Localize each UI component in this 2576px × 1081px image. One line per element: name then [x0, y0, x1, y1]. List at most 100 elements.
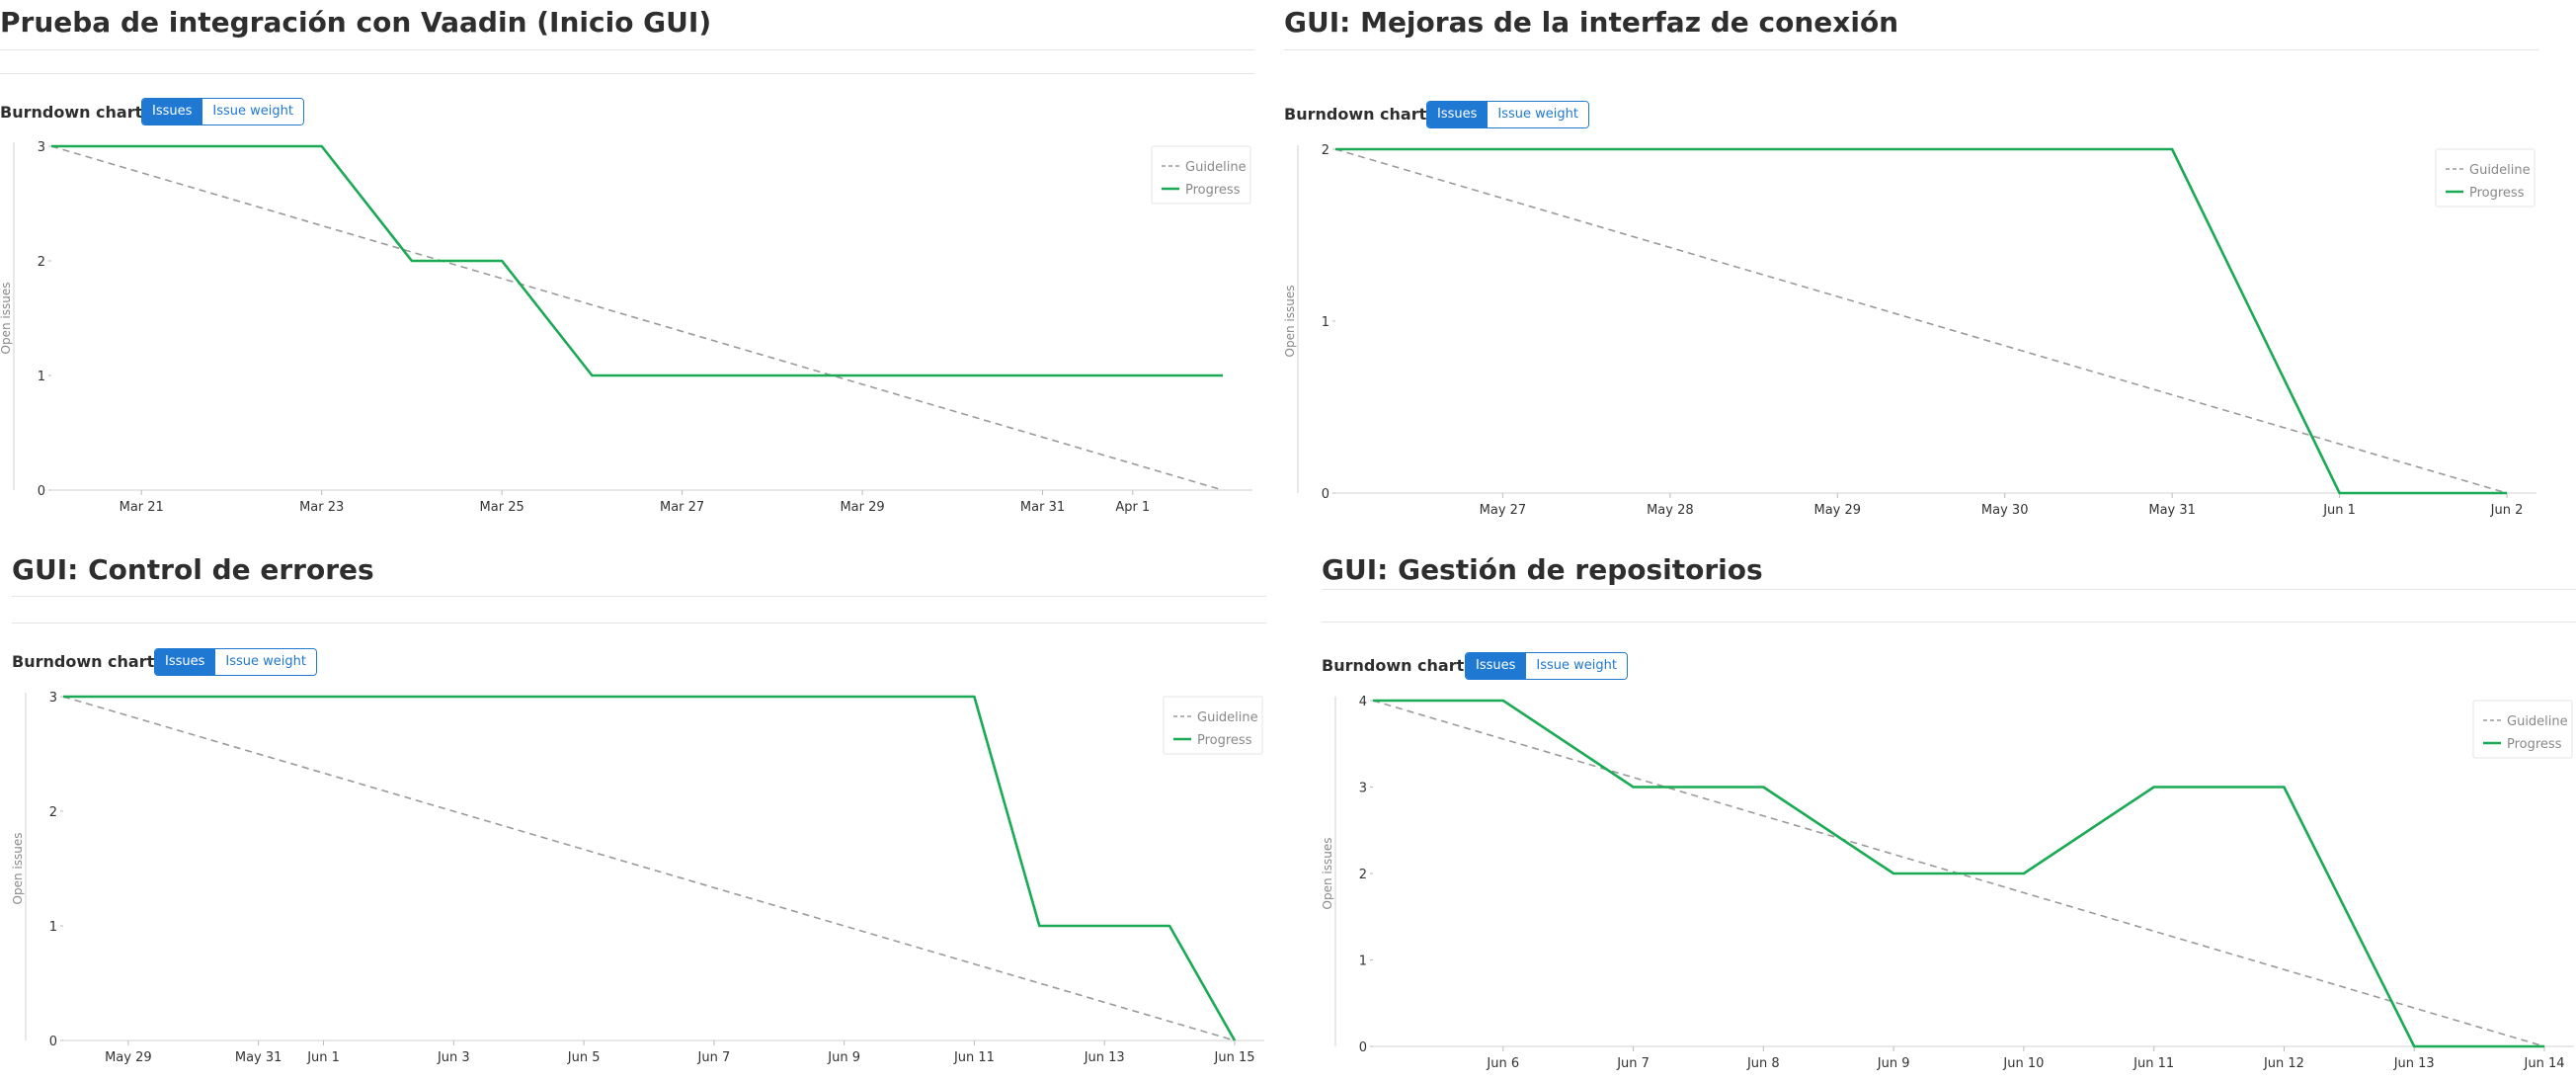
x-tick-label: Mar 31 [1020, 500, 1065, 515]
x-tick-label: Jun 1 [306, 1050, 340, 1065]
title-divider [0, 49, 1254, 50]
issues-toggle-button[interactable]: Issues [1466, 653, 1526, 679]
milestone-title: GUI: Control de errores [12, 553, 374, 586]
x-tick-label: Jun 10 [2002, 1056, 2044, 1071]
y-tick-label: 0 [49, 1035, 57, 1049]
issue-weight-toggle-button[interactable]: Issue weight [1525, 653, 1627, 679]
y-tick-label: 2 [1359, 868, 1367, 882]
guideline-series-line [1334, 148, 2508, 494]
x-tick-label: May 31 [2148, 503, 2196, 518]
legend-progress-label: Progress [2469, 186, 2525, 201]
y-tick-label: 1 [38, 370, 45, 384]
issue-weight-toggle-button[interactable]: Issue weight [201, 99, 303, 125]
y-tick-label: 1 [1359, 955, 1367, 969]
y-axis-label: Open issues [0, 283, 13, 355]
x-tick-label: Mar 21 [120, 500, 164, 515]
y-tick-label: 2 [49, 805, 57, 820]
chart-mode-toggle: Issues Issue weight [141, 98, 304, 125]
section-divider [1322, 622, 2576, 623]
progress-series-line [63, 695, 1237, 1041]
legend-progress-label: Progress [2507, 737, 2562, 752]
burndown-label: Burndown chart [12, 652, 155, 671]
y-tick-label: 0 [1322, 487, 1329, 502]
y-tick-label: 1 [49, 920, 57, 935]
x-tick-label: Mar 29 [840, 500, 884, 515]
issue-weight-toggle-button[interactable]: Issue weight [214, 649, 316, 675]
milestone-title: Prueba de integración con Vaadin (Inicio… [0, 6, 712, 39]
x-tick-label: Jun 9 [1877, 1056, 1910, 1071]
y-tick-label: 2 [1322, 143, 1329, 158]
progress-series-line [1373, 699, 2544, 1048]
issues-toggle-button[interactable]: Issues [142, 99, 202, 125]
issue-weight-toggle-button[interactable]: Issue weight [1487, 102, 1588, 127]
x-tick-label: Jun 7 [697, 1050, 731, 1065]
legend-progress-label: Progress [1185, 183, 1241, 198]
y-tick-label: 4 [1359, 695, 1367, 709]
legend-guideline-label: Guideline [2469, 163, 2531, 178]
burndown-chart: 0 1 2 3 Open issues May 29 May 31 Jun 1 Jun 3 Jun… [11, 691, 1264, 1065]
x-tick-label: Mar 25 [480, 500, 524, 515]
y-tick-label: 3 [1359, 782, 1367, 796]
x-tick-label: May 29 [105, 1050, 152, 1065]
x-tick-label: Jun 11 [953, 1050, 995, 1065]
chart-mode-toggle: Issues Issue weight [1426, 101, 1589, 128]
milestone-panel-2: GUI: Mejoras de la interfaz de conexión … [1283, 0, 2538, 534]
burndown-label: Burndown chart [1322, 656, 1465, 675]
x-tick-label: Jun 3 [437, 1050, 470, 1065]
milestone-title: GUI: Gestión de repositorios [1322, 553, 1763, 586]
burndown-chart: 0 1 2 3 4 Open issues Jun 6 Jun 7 Jun 8 Jun 9 Jun … [1321, 695, 2574, 1071]
y-axis-label: Open issues [11, 833, 25, 905]
issues-toggle-button[interactable]: Issues [1427, 102, 1488, 127]
y-tick-label: 3 [38, 140, 45, 155]
x-tick-label: Jun 13 [1084, 1050, 1125, 1065]
legend-progress-label: Progress [1197, 733, 1252, 748]
issues-toggle-button[interactable]: Issues [155, 649, 215, 675]
burndown-label: Burndown chart [0, 103, 143, 122]
milestone-panel-4: GUI: Gestión de repositorios Burndown ch… [1321, 547, 2576, 1081]
y-tick-label: 3 [49, 691, 57, 706]
guideline-series-line [62, 696, 1236, 1041]
y-tick-label: 1 [1322, 315, 1329, 330]
x-tick-label: Jun 12 [2263, 1056, 2304, 1071]
section-divider [0, 73, 1254, 74]
burndown-chart: 0 1 2 Open issues May 27 May 28 May 29 May 30 Ma… [1283, 143, 2536, 518]
legend-guideline-label: Guideline [2507, 714, 2568, 729]
title-divider [12, 596, 1266, 597]
burndown-chart: 0 1 2 3 Open issues Mar 21 Mar 23 Mar 25 Mar 27 M… [0, 140, 1252, 515]
section-divider [12, 623, 1266, 624]
title-divider [1322, 589, 2576, 590]
legend-guideline-label: Guideline [1197, 710, 1258, 725]
chart-mode-toggle: Issues Issue weight [154, 648, 317, 676]
x-tick-label: Jun 13 [2393, 1056, 2435, 1071]
x-tick-label: May 31 [235, 1050, 282, 1065]
title-divider [1284, 49, 2538, 50]
milestone-panel-3: GUI: Control de errores Burndown chart I… [11, 547, 1266, 1081]
x-tick-label: Jun 8 [1746, 1056, 1780, 1071]
x-tick-label: Mar 27 [660, 500, 704, 515]
y-tick-label: 2 [38, 255, 45, 270]
x-tick-label: May 27 [1480, 503, 1527, 518]
x-tick-label: Jun 1 [2322, 503, 2356, 518]
progress-series-line [51, 144, 1223, 377]
x-tick-label: Jun 6 [1486, 1056, 1519, 1071]
x-tick-label: May 28 [1647, 503, 1694, 518]
burndown-label: Burndown chart [1284, 105, 1427, 124]
chart-mode-toggle: Issues Issue weight [1465, 652, 1628, 680]
legend-guideline-label: Guideline [1185, 160, 1247, 175]
y-tick-label: 0 [1359, 1040, 1367, 1055]
y-tick-label: 0 [38, 484, 45, 499]
x-tick-label: Jun 11 [2133, 1056, 2174, 1071]
x-tick-label: Mar 23 [299, 500, 344, 515]
x-tick-label: Jun 15 [1214, 1050, 1255, 1065]
x-tick-label: Apr 1 [1115, 500, 1150, 515]
guideline-series-line [50, 145, 1224, 491]
milestone-panel-1: Prueba de integración con Vaadin (Inicio… [0, 0, 1254, 534]
y-axis-label: Open issues [1321, 838, 1334, 910]
x-tick-label: Jun 5 [567, 1050, 601, 1065]
x-tick-label: Jun 7 [1616, 1056, 1650, 1071]
x-tick-label: Jun 14 [2524, 1056, 2565, 1071]
y-axis-label: Open issues [1283, 286, 1297, 358]
progress-series-line [1335, 147, 2507, 495]
x-tick-label: Jun 2 [2490, 503, 2524, 518]
x-tick-label: May 29 [1814, 503, 1862, 518]
